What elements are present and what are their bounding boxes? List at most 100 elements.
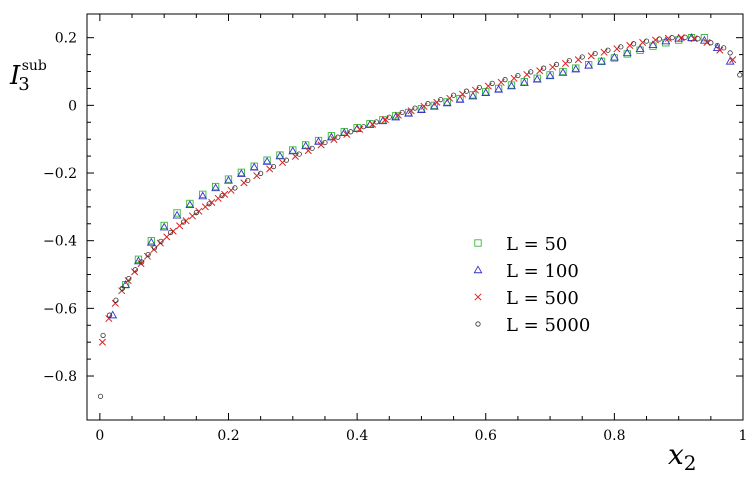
- data-point: [553, 61, 560, 68]
- data-point: [727, 50, 733, 56]
- data-point: [497, 78, 505, 86]
- data-point: [438, 96, 444, 103]
- data-point: [622, 48, 632, 57]
- data-point: [592, 50, 598, 57]
- data-point: [399, 109, 405, 116]
- data-point: [416, 105, 426, 113]
- legend-label: L = 5000: [506, 315, 590, 336]
- data-point: [450, 92, 457, 98]
- data-point: [214, 194, 222, 202]
- data-point: [394, 111, 402, 119]
- data-point: [304, 147, 312, 155]
- data-point: [708, 40, 714, 46]
- data-point: [661, 36, 671, 45]
- data-point: [253, 172, 261, 180]
- x-axis-label: x2: [668, 438, 697, 475]
- data-point: [137, 260, 145, 268]
- data-point: [700, 34, 709, 42]
- data-point: [219, 193, 225, 199]
- data-point: [147, 237, 155, 245]
- data-point: [160, 221, 168, 230]
- y-tick-label: 0.2: [55, 31, 77, 47]
- data-point: [173, 209, 181, 217]
- data-point: [326, 132, 336, 141]
- y-axis-label: I3sub: [9, 58, 47, 95]
- x-tick-label: 0: [95, 428, 104, 444]
- data-point: [558, 67, 568, 76]
- data-point: [695, 36, 701, 42]
- data-point: [549, 63, 557, 71]
- data-point: [373, 119, 380, 125]
- data-point: [433, 98, 441, 106]
- data-point: [494, 84, 504, 93]
- data-point: [206, 201, 212, 207]
- y-tick-label: −0.2: [43, 166, 77, 182]
- data-point: [245, 177, 251, 184]
- data-point: [618, 44, 624, 50]
- data-point: [159, 222, 169, 231]
- series-4: [97, 34, 743, 399]
- x-tick-label: 0.6: [475, 428, 497, 444]
- data-point: [150, 245, 158, 254]
- data-point: [275, 151, 285, 160]
- x-tick-label: 0.2: [217, 428, 239, 444]
- data-point: [121, 280, 131, 288]
- data-point: [687, 33, 697, 41]
- data-point: [536, 67, 544, 75]
- data-point: [158, 238, 164, 244]
- x-tick-labels: 0 0.2 0.4 0.6 0.8 1: [95, 428, 747, 444]
- legend-marker: [473, 265, 483, 274]
- data-point: [386, 114, 392, 120]
- data-point: [296, 151, 302, 157]
- data-point: [729, 56, 737, 64]
- data-point: [348, 129, 354, 135]
- data-point: [368, 120, 377, 128]
- data-point: [182, 217, 190, 225]
- data-point: [278, 158, 287, 167]
- data-point: [119, 285, 125, 291]
- data-point: [180, 219, 187, 225]
- y-tick-label: −0.6: [43, 301, 77, 317]
- data-point: [635, 44, 645, 53]
- legend-marker: [474, 293, 482, 301]
- data-point: [489, 80, 495, 86]
- data-point: [106, 312, 113, 318]
- data-point: [425, 101, 431, 107]
- data-point: [429, 101, 439, 110]
- data-point: [600, 48, 608, 56]
- data-point: [97, 393, 104, 399]
- data-point: [100, 332, 106, 339]
- data-point: [721, 45, 727, 51]
- data-point: [98, 338, 106, 346]
- data-point: [584, 60, 594, 69]
- data-point: [420, 102, 428, 110]
- data-point: [221, 190, 229, 198]
- data-point: [579, 54, 585, 60]
- data-point: [113, 297, 119, 303]
- legend-marker: [474, 239, 482, 247]
- data-point: [571, 64, 581, 73]
- data-point: [714, 42, 720, 49]
- data-point: [270, 163, 277, 170]
- x-axis-label-subscript: 2: [684, 451, 697, 475]
- series-1: [121, 34, 709, 289]
- data-point: [132, 267, 138, 273]
- data-point: [208, 198, 216, 207]
- data-point: [156, 239, 164, 247]
- y-axis-label-subscript: 3: [18, 74, 29, 95]
- data-point: [643, 38, 650, 44]
- legend-label: L = 100: [506, 261, 579, 282]
- x-axis-label-base: x: [668, 438, 684, 471]
- data-point: [442, 98, 452, 107]
- data-point: [528, 69, 534, 75]
- data-point: [317, 141, 325, 149]
- data-point: [597, 56, 606, 65]
- data-point: [339, 128, 349, 136]
- data-point: [716, 46, 724, 54]
- x-tick-label: 1: [739, 428, 748, 444]
- data-point: [656, 36, 662, 42]
- data-point: [322, 139, 328, 146]
- legend-entry: L = 100: [473, 261, 579, 282]
- data-point: [356, 125, 364, 133]
